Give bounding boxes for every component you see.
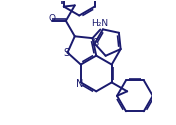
Text: H₂N: H₂N (91, 19, 108, 28)
Text: O: O (49, 14, 56, 23)
Text: S: S (63, 48, 69, 58)
Text: N: N (76, 78, 84, 88)
Text: S: S (93, 38, 99, 48)
